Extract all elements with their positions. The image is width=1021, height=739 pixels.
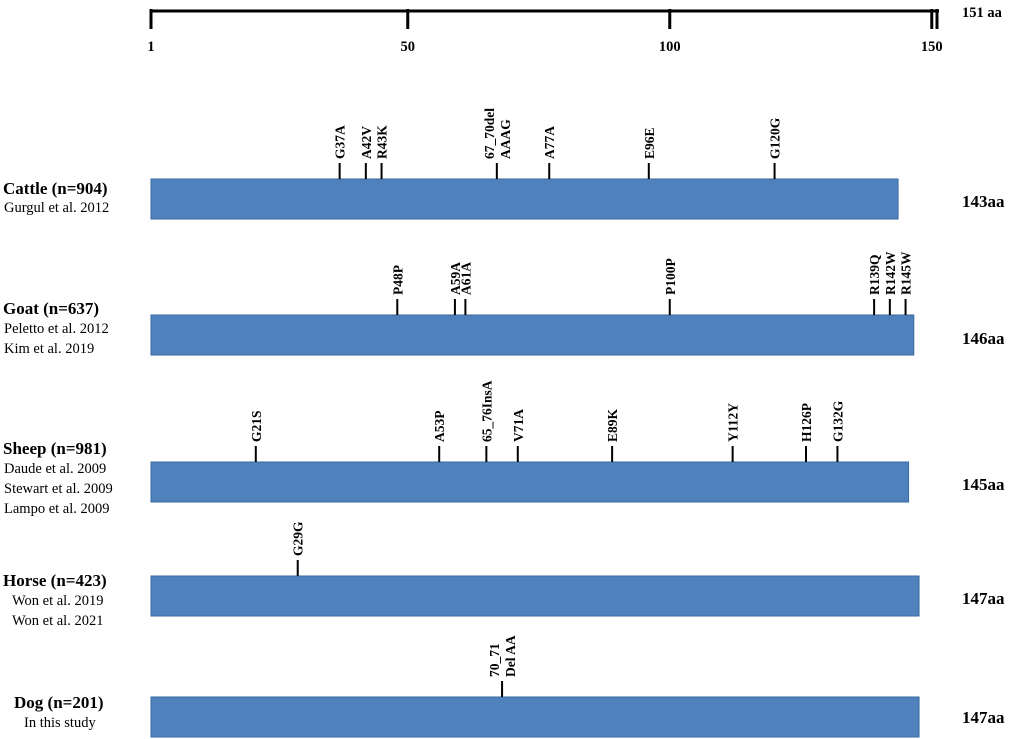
citation-horse-2: Won et al. 2021 xyxy=(12,613,104,629)
mutation-label: E96E xyxy=(642,127,657,159)
species-name-goat: Goat (n=637) xyxy=(3,299,100,318)
species-name-sheep: Sheep (n=981) xyxy=(3,439,107,458)
mutation-label: Y112Y xyxy=(726,403,741,442)
mutation-label: A77A xyxy=(542,126,557,159)
scale-tick-label: 150 xyxy=(921,39,943,55)
mutation-label: AAAG xyxy=(498,119,513,159)
scale-tick-label: 100 xyxy=(659,39,681,55)
protein-bar xyxy=(150,575,920,617)
scale-tick-label: 1 xyxy=(147,39,154,55)
mutation-label: H126P xyxy=(799,403,814,442)
citation-sheep-3: Lampo et al. 2009 xyxy=(4,501,110,517)
citation-horse-1: Won et al. 2019 xyxy=(12,593,104,609)
mutation-label: A53P xyxy=(432,411,447,443)
length-label-dog: 147aa xyxy=(962,708,1005,727)
mutation-label: A59A xyxy=(448,262,463,295)
mutation-label: R139Q xyxy=(867,255,882,296)
mutation-label: P100P xyxy=(663,258,678,295)
mutation-label: A42V xyxy=(359,126,374,159)
mutation-label: R43K xyxy=(375,125,390,159)
species-name-cattle: Cattle (n=904) xyxy=(3,179,108,198)
protein-bar xyxy=(150,178,899,220)
mutation-label: 67_70del xyxy=(482,108,497,159)
mutation-label: G120G xyxy=(768,117,783,159)
mutation-label: 70_71 xyxy=(487,643,502,677)
protein-bar xyxy=(150,696,920,738)
mutation-label: E89K xyxy=(605,408,620,442)
species-name-horse: Horse (n=423) xyxy=(3,571,107,590)
mutation-label: V71A xyxy=(511,409,526,442)
mutation-label: G37A xyxy=(333,125,348,159)
scale-tick-label: 50 xyxy=(401,39,416,55)
citation-goat-2: Kim et al. 2019 xyxy=(4,341,95,357)
citation-goat-1: Peletto et al. 2012 xyxy=(4,321,109,337)
mutation-label: G29G xyxy=(291,521,306,556)
mutation-label: R142W xyxy=(883,251,898,295)
length-label-cattle: 143aa xyxy=(962,192,1005,211)
mutation-label: G21S xyxy=(249,410,264,442)
mutation-label: G132G xyxy=(830,400,845,442)
protein-bar xyxy=(150,314,915,356)
citation-sheep-2: Stewart et al. 2009 xyxy=(4,481,113,497)
length-label-goat: 146aa xyxy=(962,329,1005,348)
species-name-dog: Dog (n=201) xyxy=(14,693,104,712)
mutation-label: Del AA xyxy=(503,635,518,677)
mutation-label: A61A xyxy=(458,262,473,295)
citation-sheep-1: Daude et al. 2009 xyxy=(4,461,107,477)
scale-end-label: 151 aa xyxy=(962,5,1002,21)
protein-bar xyxy=(150,461,910,503)
citation-cattle-1: Gurgul et al. 2012 xyxy=(4,200,110,216)
mutation-label: 65_76InsA xyxy=(479,380,494,442)
citation-dog-1: In this study xyxy=(24,715,96,731)
length-label-horse: 147aa xyxy=(962,589,1005,608)
mutation-label: R145W xyxy=(899,251,914,295)
length-label-sheep: 145aa xyxy=(962,475,1005,494)
mutation-label: P48P xyxy=(390,265,405,295)
